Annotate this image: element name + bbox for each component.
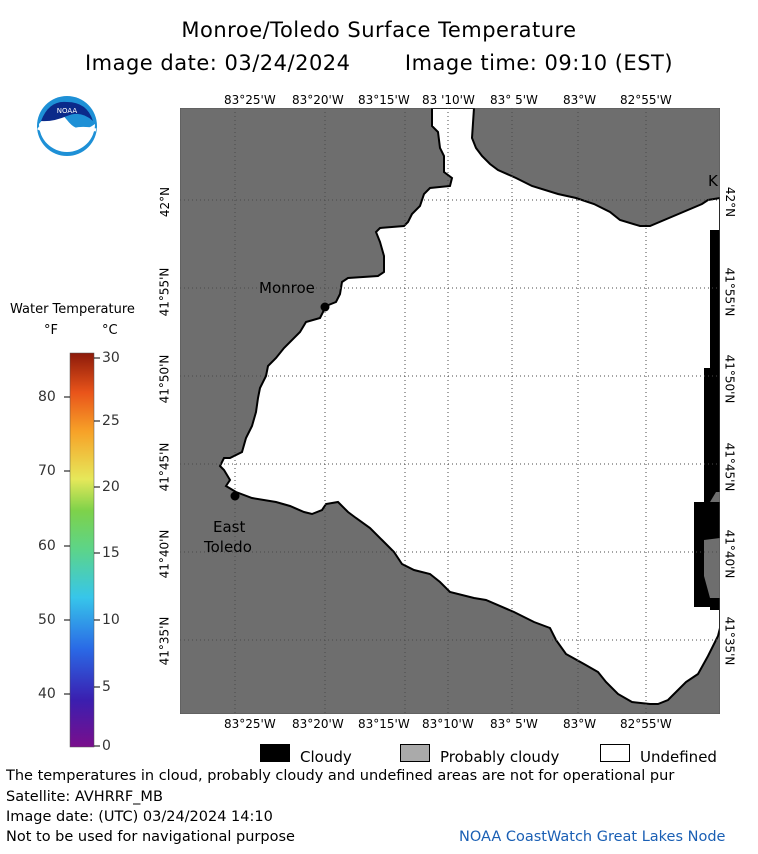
lat-right-1: 42°N <box>723 186 738 218</box>
legend-probably-cloudy-label: Probably cloudy <box>440 748 560 766</box>
color-bar <box>69 352 95 748</box>
place-monroe: Monroe <box>259 279 315 297</box>
lon-bottom-5: 83° 5'W <box>490 717 538 731</box>
c-label-0: 0 <box>102 738 111 754</box>
lat-left-4: 41°45'N <box>157 442 172 492</box>
c-label-15: 15 <box>102 545 120 561</box>
place-east: East <box>213 518 246 536</box>
page-title: Monroe/Toledo Surface Temperature <box>181 18 577 42</box>
note-navigation: Not to be used for navigational purpose <box>6 829 295 845</box>
graticule <box>180 108 720 714</box>
lon-bottom-2: 83°20'W <box>292 717 344 731</box>
lat-right-3: 41°50'N <box>722 354 737 404</box>
lon-top-6: 83°W <box>563 93 597 107</box>
lon-top-3: 83°15'W <box>358 93 410 107</box>
f-label-60: 60 <box>38 538 56 554</box>
place-toledo: Toledo <box>204 538 252 556</box>
cloud-area <box>694 230 720 610</box>
lon-bottom-3: 83°15'W <box>358 717 410 731</box>
f-label-40: 40 <box>38 686 56 702</box>
unit-c: °C <box>102 323 118 338</box>
c-label-25: 25 <box>102 413 120 429</box>
c-label-10: 10 <box>102 612 120 628</box>
legend-cloudy-swatch <box>260 744 290 762</box>
legend-undefined-swatch <box>600 744 630 762</box>
credit: NOAA CoastWatch Great Lakes Node <box>459 829 726 845</box>
noaa-logo: NOAA <box>37 96 97 156</box>
image-date: Image date: 03/24/2024 <box>84 51 351 75</box>
lat-right-6: 41°35'N <box>722 616 737 666</box>
lon-bottom-7: 82°55'W <box>620 717 672 731</box>
note-utc-date: Image date: (UTC) 03/24/2024 14:10 <box>6 809 273 825</box>
temperature-scale <box>64 352 100 748</box>
f-label-80: 80 <box>38 389 56 405</box>
lat-right-5: 41°40'N <box>722 529 737 579</box>
lon-top-5: 83° 5'W <box>490 93 538 107</box>
lake-erie-water <box>218 108 720 705</box>
map <box>180 108 720 714</box>
lat-left-6: 41°35'N <box>157 616 172 666</box>
legend-cloudy-label: Cloudy <box>300 748 352 766</box>
f-label-50: 50 <box>38 612 56 628</box>
c-label-5: 5 <box>102 679 111 695</box>
lat-left-1: 42°N <box>158 186 173 218</box>
monroe-marker <box>320 302 330 312</box>
unit-f: °F <box>44 323 58 338</box>
lon-top-4: 83 '10'W <box>422 93 475 107</box>
image-time: Image time: 09:10 (EST) <box>404 51 674 75</box>
lon-top-2: 83°20'W <box>292 93 344 107</box>
place-k: K <box>708 172 718 190</box>
lat-right-2: 41°55'N <box>722 267 737 317</box>
lon-bottom-1: 83°25'W <box>224 717 276 731</box>
lat-left-3: 41°50'N <box>157 354 172 404</box>
c-label-30: 30 <box>102 350 120 366</box>
legend-probably-cloudy-swatch <box>400 744 430 762</box>
lat-left-2: 41°55'N <box>157 267 172 317</box>
legend-undefined-label: Undefined <box>640 748 717 766</box>
noaa-logo-text: NOAA <box>57 107 78 115</box>
lon-bottom-6: 83°W <box>563 717 597 731</box>
c-label-20: 20 <box>102 479 120 495</box>
f-label-70: 70 <box>38 463 56 479</box>
lat-right-4: 41°45'N <box>722 442 737 492</box>
note-operational: The temperatures in cloud, probably clou… <box>6 768 675 784</box>
note-satellite: Satellite: AVHRRF_MB <box>6 789 163 805</box>
lon-top-1: 83°25'W <box>224 93 276 107</box>
lon-top-7: 82°55'W <box>620 93 672 107</box>
lon-bottom-4: 83°10'W <box>422 717 474 731</box>
scale-title: Water Temperature <box>10 302 135 317</box>
east-toledo-marker <box>230 491 240 501</box>
image-datetime: Image date: 03/24/2024 Image time: 09:10… <box>0 51 758 75</box>
lat-left-5: 41°40'N <box>157 529 172 579</box>
